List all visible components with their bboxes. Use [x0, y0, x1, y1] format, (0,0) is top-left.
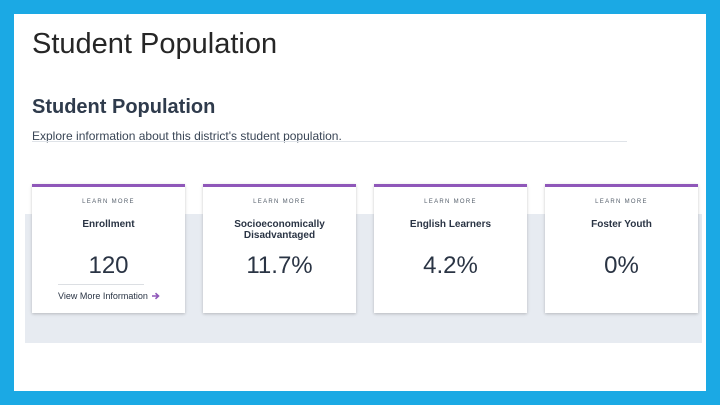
slide-title: Student Population: [32, 28, 278, 60]
card-label: Socioeconomically Disadvantaged: [234, 219, 325, 241]
student-population-panel: Student Population Explore information a…: [25, 89, 702, 343]
card-divider: [58, 284, 144, 285]
arrow-right-icon: [151, 292, 160, 300]
section-divider: [32, 141, 627, 142]
card-foster-youth: LEARN MORE Foster Youth 0%: [545, 184, 698, 313]
slide: Student Population Student Population Ex…: [14, 14, 706, 391]
view-more-information-link[interactable]: View More Information: [58, 291, 185, 301]
card-socioeconomically-disadvantaged: LEARN MORE Socioeconomically Disadvantag…: [203, 184, 356, 313]
card-value: 0%: [604, 252, 639, 279]
section-subtitle: Explore information about this district'…: [32, 129, 342, 143]
card-label: English Learners: [409, 219, 492, 230]
card-label: Foster Youth: [591, 219, 652, 230]
learn-more-link[interactable]: LEARN MORE: [253, 199, 306, 205]
view-more-label: View More Information: [58, 291, 148, 301]
learn-more-link[interactable]: LEARN MORE: [595, 199, 648, 205]
card-value: 120: [88, 252, 129, 279]
card-enrollment: LEARN MORE Enrollment 120 View More Info…: [32, 184, 185, 313]
card-english-learners: LEARN MORE English Learners 4.2%: [374, 184, 527, 313]
card-value: 4.2%: [423, 252, 478, 279]
learn-more-link[interactable]: LEARN MORE: [82, 199, 135, 205]
card-value: 11.7%: [246, 252, 313, 279]
section-title: Student Population: [32, 96, 216, 118]
learn-more-link[interactable]: LEARN MORE: [424, 199, 477, 205]
card-label: Enrollment: [82, 219, 135, 230]
